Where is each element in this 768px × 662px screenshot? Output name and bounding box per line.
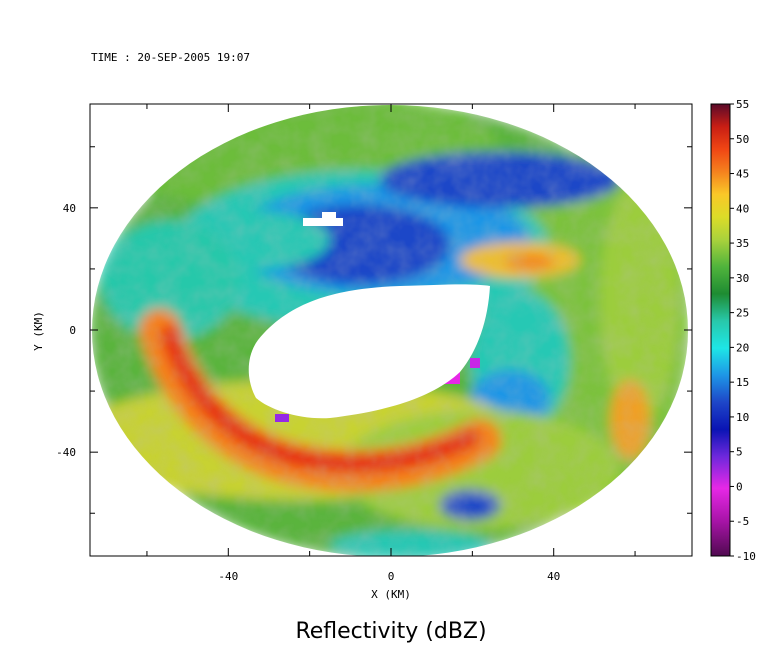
y-tick-label: -40 — [56, 446, 76, 459]
colorbar-tick-label: 45 — [736, 168, 749, 181]
chart-title: Reflectivity (dBZ) — [295, 619, 486, 644]
eye-region — [248, 284, 490, 419]
colorbar-tick-label: 25 — [736, 307, 749, 320]
x-tick-label: 0 — [388, 570, 395, 583]
colorbar-tick-label: 50 — [736, 133, 749, 146]
y-axis-label: Y (KM) — [32, 311, 45, 351]
colorbar-tick-label: -5 — [736, 515, 749, 528]
colorbar-tick-label: 40 — [736, 202, 749, 215]
colorbar-tick-label: 15 — [736, 376, 749, 389]
time-label: TIME : 20-SEP-2005 19:07 — [91, 51, 250, 64]
y-tick-label: 0 — [69, 324, 76, 337]
x-tick-label: 40 — [547, 570, 560, 583]
colorbar-tick-label: 5 — [736, 446, 743, 459]
axes: -40 0 40 40 0 -40 — [56, 104, 692, 583]
reflectivity-field — [92, 105, 688, 556]
colorbar-tick-label: 55 — [736, 98, 749, 111]
x-tick-label: -40 — [218, 570, 238, 583]
colorbar-tick-label: 10 — [736, 411, 749, 424]
colorbar — [710, 103, 731, 557]
x-axis-label: X (KM) — [371, 588, 411, 601]
colorbar-tick-label: 0 — [736, 480, 743, 493]
colorbar-tick-label: -10 — [736, 550, 756, 563]
colorbar-tick-label: 30 — [736, 272, 749, 285]
y-tick-label: 40 — [63, 202, 76, 215]
colorbar-tick-label: 20 — [736, 341, 749, 354]
colorbar-tick-label: 35 — [736, 237, 749, 250]
